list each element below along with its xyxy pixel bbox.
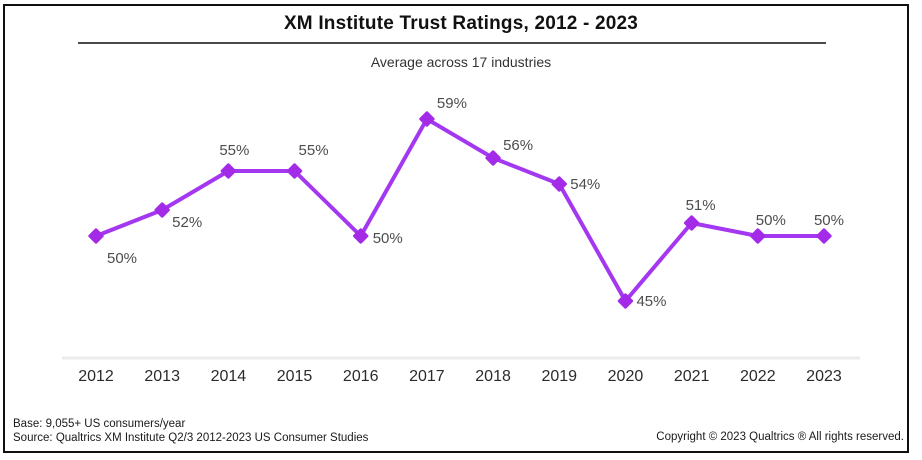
x-axis-label-2019: 2019	[541, 368, 577, 385]
data-point-marker-2017	[419, 111, 435, 127]
data-point-label-2018: 56%	[503, 137, 533, 154]
x-axis-label-2017: 2017	[409, 368, 445, 385]
data-point-label-2013: 52%	[172, 214, 202, 231]
title-divider-rule	[78, 42, 826, 44]
data-point-marker-2018	[485, 150, 501, 166]
chart-subtitle: Average across 17 industries	[370, 54, 552, 70]
x-axis-label-2020: 2020	[608, 368, 644, 385]
data-point-marker-2015	[286, 163, 303, 179]
data-point-marker-2014	[220, 163, 237, 179]
x-axis-label-2013: 2013	[144, 368, 180, 385]
x-axis-label-2023: 2023	[806, 368, 842, 385]
data-point-label-2015: 55%	[299, 142, 329, 159]
data-point-label-2017: 59%	[437, 95, 467, 112]
data-point-marker-2022	[750, 228, 766, 244]
data-point-marker-2013	[154, 202, 170, 218]
x-axis-label-2021: 2021	[674, 368, 710, 385]
data-point-marker-2019	[551, 176, 567, 192]
footer-copyright-text: Copyright © 2023 Qualtrics ® All rights …	[656, 431, 904, 443]
trust-trend-line	[94, 117, 826, 303]
data-point-marker-2020	[617, 293, 634, 309]
footer-base-text: Base: 9,055+ US consumers/year	[13, 418, 186, 430]
x-axis-label-2012: 2012	[78, 368, 114, 385]
chart-title: XM Institute Trust Ratings, 2012 - 2023	[283, 13, 639, 34]
data-point-marker-2023	[816, 228, 832, 244]
data-point-label-2022: 50%	[756, 212, 786, 229]
x-axis-label-2015: 2015	[277, 368, 313, 385]
data-point-marker-2021	[683, 215, 700, 231]
x-axis-label-2018: 2018	[475, 368, 511, 385]
data-point-label-2021: 51%	[686, 197, 716, 214]
footer-source-text: Source: Qualtrics XM Institute Q2/3 2012…	[13, 432, 369, 444]
x-axis-label-2014: 2014	[211, 368, 247, 385]
x-axis-label-2016: 2016	[343, 368, 379, 385]
data-point-marker-2016	[353, 228, 369, 244]
x-axis-label-2022: 2022	[740, 368, 776, 385]
data-point-label-2016: 50%	[373, 230, 403, 247]
data-point-label-2023: 50%	[814, 212, 844, 229]
footer-notes: Base: 9,055+ US consumers/year Source: Q…	[13, 417, 368, 445]
data-point-label-2020: 45%	[636, 293, 666, 310]
data-point-label-2019: 54%	[570, 176, 600, 193]
data-point-marker-2012	[88, 228, 104, 244]
data-point-label-2012: 50%	[107, 250, 137, 267]
data-point-label-2014: 55%	[219, 142, 249, 159]
